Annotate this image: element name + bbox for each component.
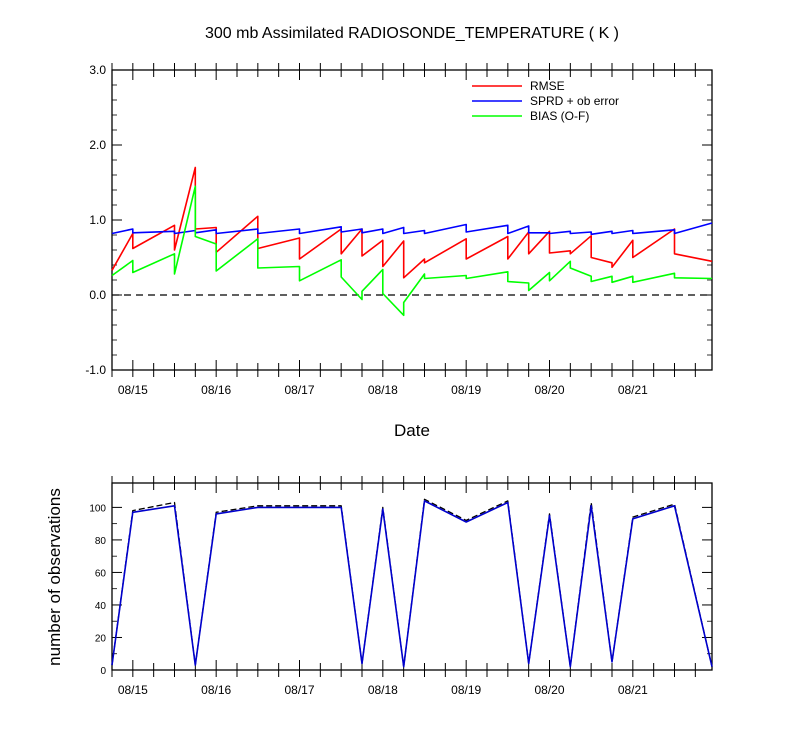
top-plot-frame	[111, 69, 713, 371]
bottom-panel: 0 20 40 60 80 100 08/15 08/16 08/17 08/18 08/19 08/…	[89, 476, 713, 697]
bottom-xtick-label: 08/16	[201, 683, 231, 697]
top-xtick-label: 08/21	[618, 383, 648, 397]
bottom-xtick-label: 08/17	[284, 683, 314, 697]
top-xtick-label: 08/15	[118, 383, 148, 397]
bottom-series-observations-dashed	[111, 498, 713, 668]
legend-label-2: BIAS (O-F)	[530, 109, 589, 123]
y-axis-title-observations: number of observations	[45, 488, 64, 666]
bottom-ytick-label: 0	[100, 666, 106, 677]
bottom-ytick-label: 80	[95, 536, 107, 547]
chart-title: 300 mb Assimilated RADIOSONDE_TEMPERATUR…	[205, 25, 619, 42]
legend-label-1: SPRD + ob error	[530, 94, 619, 108]
top-panel: -1.0 0.0 1.0 2.0 3.0 08/15 08/16 08/17 08/18 08/1…	[85, 63, 713, 397]
top-ytick-label: 1.0	[89, 213, 106, 227]
top-xtick-label: 08/18	[368, 383, 398, 397]
top-xtick-label: 08/17	[284, 383, 314, 397]
bottom-ytick-label: 100	[89, 503, 106, 514]
top-series-rmse	[111, 166, 713, 279]
top-ytick-label: 2.0	[89, 138, 106, 152]
top-xtick-label: 08/20	[534, 383, 564, 397]
bottom-xtick-label: 08/21	[618, 683, 648, 697]
bottom-xtick-label: 08/18	[368, 683, 398, 697]
legend-label-0: RMSE	[530, 79, 565, 93]
x-axis-title: Date	[394, 421, 430, 440]
bottom-xtick-label: 08/20	[534, 683, 564, 697]
top-xtick-label: 08/19	[451, 383, 481, 397]
top-series-bias-o-f	[111, 185, 713, 317]
top-ytick-label: 3.0	[89, 63, 106, 77]
bottom-ytick-label: 20	[95, 633, 107, 644]
bottom-plot-frame	[111, 482, 713, 671]
top-ytick-label: -1.0	[85, 363, 106, 377]
top-ytick-label: 0.0	[89, 288, 106, 302]
top-series-sprd-ob-error	[111, 222, 713, 236]
bottom-xtick-label: 08/19	[451, 683, 481, 697]
top-xtick-label: 08/16	[201, 383, 231, 397]
bottom-series-observations-solid	[111, 500, 713, 668]
bottom-ytick-label: 40	[95, 601, 107, 612]
bottom-ytick-label: 60	[95, 568, 107, 579]
bottom-xtick-label: 08/15	[118, 683, 148, 697]
